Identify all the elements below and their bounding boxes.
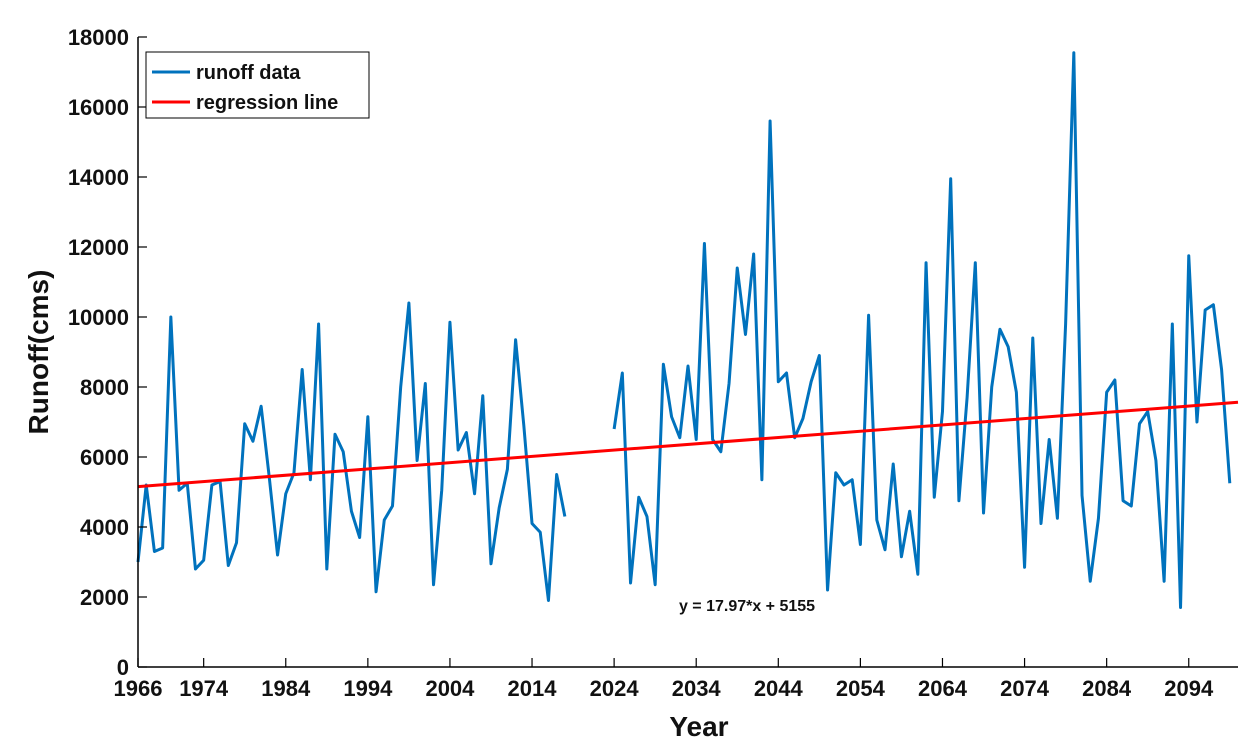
y-tick-label: 6000 xyxy=(80,445,129,470)
x-tick-label: 1974 xyxy=(179,676,229,701)
x-tick-label: 1984 xyxy=(261,676,311,701)
x-tick-label: 2094 xyxy=(1164,676,1214,701)
legend-label-regression: regression line xyxy=(196,92,338,114)
data-layer xyxy=(136,51,1239,609)
y-tick-label: 0 xyxy=(117,655,129,680)
x-tick-label: 2024 xyxy=(590,676,640,701)
runoff-line-segment-1 xyxy=(612,51,1232,609)
x-tick-label: 2014 xyxy=(508,676,558,701)
y-tick-label: 18000 xyxy=(68,25,129,50)
legend: runoff data regression line xyxy=(145,51,370,119)
x-tick-label: 2044 xyxy=(754,676,804,701)
legend-label-runoff: runoff data xyxy=(196,62,301,84)
x-tick-label: 2004 xyxy=(425,676,475,701)
y-axis-label: Runoff(cms) xyxy=(23,270,54,435)
x-tick-label: 1966 xyxy=(114,676,163,701)
y-tick-label: 8000 xyxy=(80,375,129,400)
legend-box xyxy=(145,51,370,119)
runoff-line-segment-0 xyxy=(136,301,567,602)
y-tick-label: 10000 xyxy=(68,305,129,330)
y-tick-label: 12000 xyxy=(68,235,129,260)
x-axis-label: Year xyxy=(669,711,728,742)
regression-equation-annotation: y = 17.97*x + 5155 xyxy=(679,598,815,615)
x-tick-label: 2034 xyxy=(672,676,722,701)
plot-background xyxy=(138,37,1238,667)
axes-layer: 1966 1974 1984 1994 2004 2014 2024 2034 2044 2054… xyxy=(68,25,1238,701)
y-tick-label: 4000 xyxy=(80,515,129,540)
y-tick-label: 16000 xyxy=(68,95,129,120)
plot-area xyxy=(138,37,1238,667)
x-tick-label: 2064 xyxy=(918,676,968,701)
regression-line xyxy=(137,400,1239,489)
x-tick-label: 2074 xyxy=(1000,676,1050,701)
y-tick-label: 2000 xyxy=(80,585,129,610)
x-tick-label: 1994 xyxy=(343,676,393,701)
y-tick-label: 14000 xyxy=(68,165,129,190)
x-tick-label: 2084 xyxy=(1082,676,1132,701)
x-tick-label: 2054 xyxy=(836,676,886,701)
